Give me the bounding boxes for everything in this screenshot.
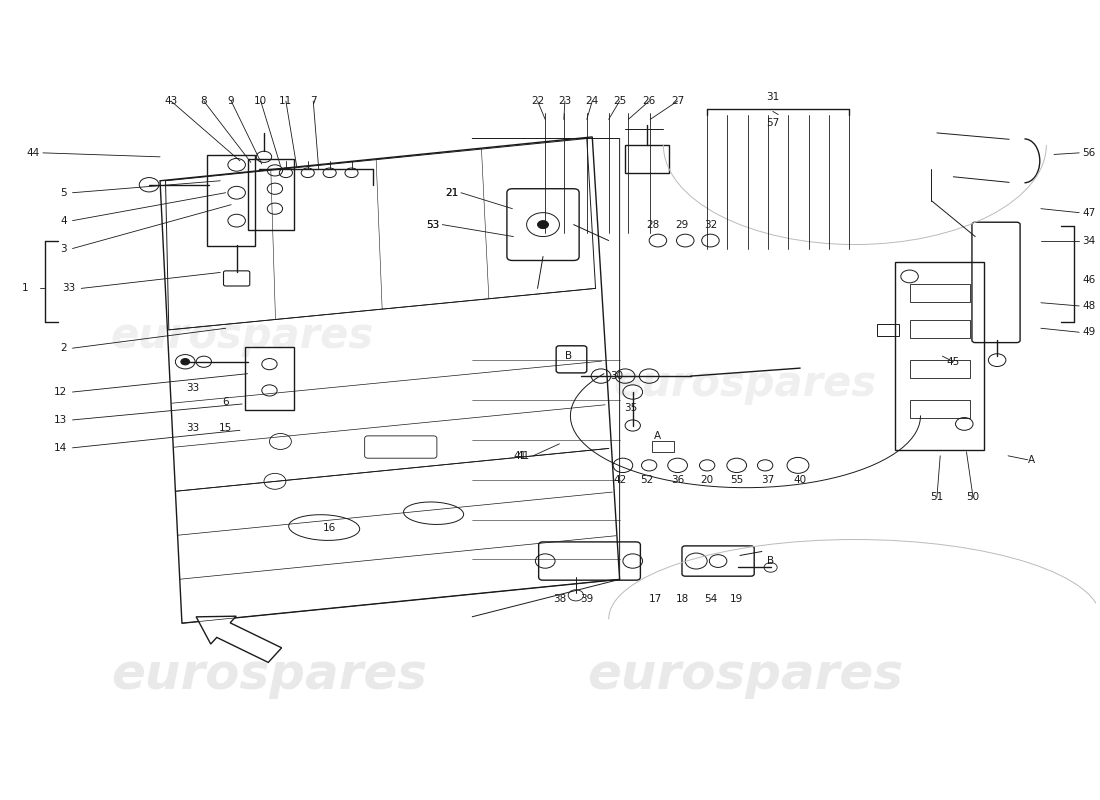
Text: 19: 19: [730, 594, 744, 604]
Text: 5: 5: [60, 188, 67, 198]
Text: 42: 42: [613, 474, 626, 485]
Circle shape: [538, 221, 549, 229]
Text: B: B: [564, 351, 572, 361]
Text: 1: 1: [22, 283, 29, 294]
Text: 16: 16: [323, 522, 337, 533]
Text: 26: 26: [642, 96, 656, 106]
Bar: [910, 400, 970, 418]
Text: 3: 3: [60, 243, 67, 254]
Text: 13: 13: [54, 415, 67, 425]
Text: 10: 10: [254, 96, 267, 106]
Text: 20: 20: [701, 474, 714, 485]
Text: 27: 27: [671, 96, 684, 106]
Text: 50: 50: [967, 492, 980, 502]
Text: 38: 38: [553, 594, 566, 604]
Text: 33: 33: [63, 283, 76, 294]
Text: 48: 48: [1082, 301, 1096, 311]
Text: 21: 21: [446, 188, 459, 198]
Text: 53: 53: [426, 220, 439, 230]
Text: 12: 12: [54, 387, 67, 397]
Text: 2: 2: [60, 343, 67, 353]
Text: 41: 41: [514, 451, 527, 461]
Text: 33: 33: [186, 383, 199, 393]
Text: 44: 44: [26, 148, 40, 158]
Text: 31: 31: [767, 92, 780, 102]
Text: 9: 9: [228, 96, 234, 106]
Text: 18: 18: [675, 594, 689, 604]
Text: 24: 24: [585, 96, 598, 106]
Text: A: A: [1027, 454, 1035, 465]
Text: 15: 15: [219, 423, 232, 433]
Text: eurospares: eurospares: [587, 651, 903, 699]
Text: 28: 28: [646, 220, 659, 230]
Text: 17: 17: [649, 594, 662, 604]
Text: 33: 33: [186, 423, 199, 433]
Text: 21: 21: [446, 188, 459, 198]
Text: 11: 11: [279, 96, 293, 106]
Text: 55: 55: [730, 474, 744, 485]
Text: 57: 57: [767, 118, 780, 127]
Text: 40: 40: [793, 474, 806, 485]
Circle shape: [180, 358, 189, 365]
FancyArrow shape: [196, 616, 282, 662]
Text: 36: 36: [671, 474, 684, 485]
Text: 35: 35: [624, 403, 637, 413]
Text: 49: 49: [1082, 327, 1096, 338]
Text: 4: 4: [60, 216, 67, 226]
Text: 47: 47: [1082, 208, 1096, 218]
Text: 23: 23: [559, 96, 572, 106]
Bar: [910, 360, 970, 378]
Text: 14: 14: [54, 443, 67, 453]
Text: 8: 8: [200, 96, 207, 106]
Text: 45: 45: [947, 357, 960, 366]
Text: 41: 41: [517, 451, 530, 461]
Text: eurospares: eurospares: [111, 315, 374, 358]
Text: 39: 39: [580, 594, 593, 604]
Text: 6: 6: [222, 397, 229, 406]
Text: 56: 56: [1082, 148, 1096, 158]
Text: 52: 52: [640, 474, 653, 485]
Text: 32: 32: [704, 220, 717, 230]
Text: 53: 53: [426, 220, 439, 230]
Text: 46: 46: [1082, 275, 1096, 286]
Text: 34: 34: [1082, 235, 1096, 246]
Text: eurospares: eurospares: [614, 363, 877, 405]
Text: A: A: [654, 431, 661, 441]
Text: 54: 54: [704, 594, 717, 604]
Text: 7: 7: [310, 96, 317, 106]
Text: 30: 30: [609, 371, 623, 381]
Text: 43: 43: [164, 96, 177, 106]
Text: 37: 37: [761, 474, 774, 485]
Bar: [910, 285, 970, 302]
Bar: [910, 320, 970, 338]
Text: eurospares: eurospares: [111, 651, 428, 699]
Text: 22: 22: [531, 96, 544, 106]
Text: B: B: [767, 556, 774, 566]
Text: 51: 51: [931, 492, 944, 502]
Text: 29: 29: [675, 220, 689, 230]
Text: 25: 25: [613, 96, 626, 106]
